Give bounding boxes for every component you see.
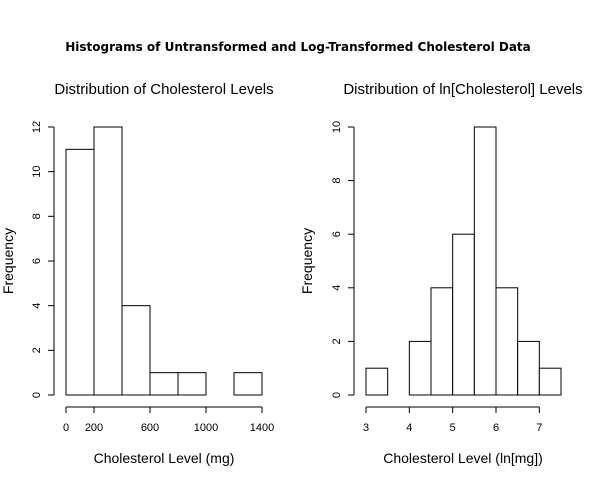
y-axis-label-ln-cholesterol: Frequency [299, 228, 315, 294]
y-tick-label-ln-cholesterol-0: 0 [331, 392, 343, 398]
bar-cholesterol-1 [93, 126, 123, 396]
bar-ln-cholesterol-2 [408, 340, 432, 396]
y-tick-label-cholesterol-4: 8 [31, 213, 43, 219]
y-axis-ln-cholesterol: 0 2 4 6 8 10 [331, 121, 355, 398]
bar-cholesterol-2 [121, 305, 151, 396]
y-tick-label-cholesterol-0: 0 [31, 392, 43, 398]
x-tick-label-ln-cholesterol-4: 7 [536, 422, 542, 434]
x-axis-label-cholesterol: Cholesterol Level (mg) [94, 450, 235, 466]
y-tick-label-ln-cholesterol-5: 10 [331, 121, 343, 133]
y-tick-label-cholesterol-5: 10 [31, 166, 43, 178]
figure-title: Histograms of Untransformed and Log-Tran… [65, 40, 531, 54]
x-tick-label-cholesterol-2: 600 [141, 422, 159, 434]
y-axis-label-cholesterol: Frequency [0, 228, 16, 294]
x-tick-label-cholesterol-3: 1000 [194, 422, 218, 434]
bar-cholesterol-3 [149, 372, 179, 396]
x-tick-label-ln-cholesterol-3: 6 [493, 422, 499, 434]
x-axis-label-ln-cholesterol: Cholesterol Level (ln[mg]) [383, 450, 543, 466]
bars-ln-cholesterol [365, 126, 562, 396]
x-tick-label-ln-cholesterol-0: 3 [363, 422, 369, 434]
y-tick-label-ln-cholesterol-4: 8 [331, 178, 343, 184]
histogram-ln-cholesterol: Distribution of ln[Cholesterol] Levels C… [299, 81, 583, 466]
panel-title-ln-cholesterol: Distribution of ln[Cholesterol] Levels [343, 81, 582, 98]
bar-ln-cholesterol-4 [452, 233, 475, 396]
y-tick-label-cholesterol-6: 12 [31, 121, 43, 133]
bar-ln-cholesterol-5 [473, 126, 497, 396]
y-tick-label-cholesterol-2: 4 [31, 303, 43, 309]
x-tick-label-ln-cholesterol-2: 5 [450, 422, 456, 434]
bar-cholesterol-6 [233, 372, 263, 396]
y-tick-label-ln-cholesterol-3: 6 [331, 231, 343, 237]
x-tick-label-cholesterol-4: 1400 [250, 422, 274, 434]
bar-ln-cholesterol-7 [517, 340, 540, 396]
x-tick-label-cholesterol-0: 0 [63, 422, 69, 434]
panel-title-cholesterol: Distribution of Cholesterol Levels [54, 81, 273, 98]
x-axis-ln-cholesterol: 3 4 5 6 7 [363, 406, 542, 434]
y-tick-label-cholesterol-3: 6 [31, 258, 43, 264]
bar-ln-cholesterol-8 [538, 367, 562, 396]
bar-cholesterol-4 [177, 372, 207, 396]
y-axis-cholesterol: 0 2 4 6 8 10 12 [31, 121, 55, 398]
x-axis-cholesterol: 0 200 600 1000 1400 [63, 406, 274, 434]
bars-cholesterol [65, 126, 263, 396]
x-tick-label-ln-cholesterol-1: 4 [406, 422, 412, 434]
y-tick-label-ln-cholesterol-2: 4 [331, 285, 343, 291]
bar-ln-cholesterol-0 [365, 367, 389, 396]
bar-ln-cholesterol-3 [430, 287, 454, 396]
x-tick-label-cholesterol-1: 200 [85, 422, 103, 434]
histogram-cholesterol: Distribution of Cholesterol Levels Chole… [0, 81, 274, 466]
y-tick-label-ln-cholesterol-1: 2 [331, 338, 343, 344]
bar-cholesterol-0 [65, 148, 95, 396]
bar-ln-cholesterol-6 [495, 287, 519, 396]
y-tick-label-cholesterol-1: 2 [31, 347, 43, 353]
